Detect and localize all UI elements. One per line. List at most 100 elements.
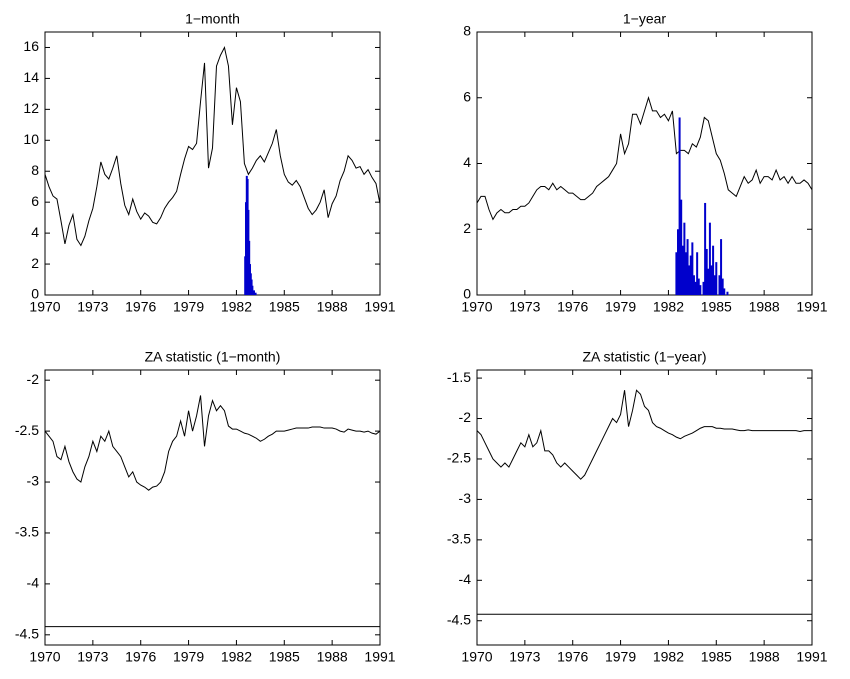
- y-tick-label: 0: [31, 286, 39, 302]
- bar: [686, 239, 689, 295]
- data-line: [44, 395, 381, 491]
- y-tick-label: 2: [463, 220, 471, 236]
- y-tick-label: -4.5: [447, 611, 471, 627]
- x-tick-label: 1973: [77, 299, 108, 315]
- y-tick-label: 8: [463, 23, 471, 39]
- x-tick-label: 1979: [173, 299, 204, 315]
- y-tick-label: -4.5: [15, 626, 39, 642]
- bar: [691, 242, 694, 295]
- x-tick-label: 1982: [221, 299, 252, 315]
- y-tick-label: -2: [27, 371, 40, 387]
- bar: [721, 278, 724, 295]
- y-tick-label: -2: [459, 409, 472, 425]
- subplot-title: ZA statistic (1−year): [582, 349, 706, 365]
- x-tick-label: 1970: [461, 649, 492, 665]
- bar: [726, 291, 729, 295]
- x-tick-label: 1976: [557, 299, 588, 315]
- bar: [697, 278, 700, 295]
- bar: [720, 239, 723, 295]
- x-tick-label: 1973: [509, 649, 540, 665]
- y-tick-label: -4: [459, 571, 472, 587]
- plot-area: [44, 31, 381, 296]
- bar: [683, 222, 686, 295]
- x-tick-label: 1973: [77, 649, 108, 665]
- y-tick-label: 2: [31, 255, 39, 271]
- bar: [704, 202, 707, 295]
- bar: [696, 252, 699, 295]
- y-tick-label: -3: [27, 473, 40, 489]
- bar: [694, 281, 697, 295]
- bar: [692, 275, 695, 295]
- bar: [705, 248, 708, 295]
- y-tick-label: 4: [463, 154, 471, 170]
- bar: [707, 268, 710, 295]
- x-tick-label: 1988: [317, 649, 348, 665]
- bar: [688, 265, 691, 295]
- y-tick-label: -3.5: [15, 524, 39, 540]
- x-tick-label: 1979: [605, 649, 636, 665]
- data-line: [476, 96, 813, 221]
- bar: [699, 285, 702, 295]
- x-tick-label: 1976: [557, 649, 588, 665]
- y-tick-label: -2.5: [15, 422, 39, 438]
- bar: [251, 285, 254, 295]
- x-tick-label: 1991: [796, 649, 827, 665]
- x-tick-label: 1973: [509, 299, 540, 315]
- y-tick-label: -3.5: [447, 531, 471, 547]
- data-line: [44, 45, 381, 247]
- bar: [702, 281, 705, 295]
- bar: [715, 262, 718, 295]
- y-tick-label: 6: [31, 193, 39, 209]
- y-tick-label: -4: [27, 575, 40, 591]
- bar: [689, 255, 692, 295]
- x-tick-label: 1991: [796, 299, 827, 315]
- x-tick-label: 1985: [701, 299, 732, 315]
- x-tick-label: 1982: [653, 299, 684, 315]
- x-tick-label: 1976: [125, 299, 156, 315]
- y-tick-label: 16: [23, 38, 39, 54]
- subplot: 1−month 0 2 4 6 8 10 12 14 16 1970 1973 1976 1979 1982…: [23, 11, 395, 315]
- x-tick-label: 1988: [749, 649, 780, 665]
- subplot: ZA statistic (1−year) -4.5 -4 -3.5 -3 -2.5 -2 -…: [447, 349, 828, 665]
- x-tick-label: 1982: [221, 649, 252, 665]
- subplot-title: 1−month: [185, 11, 240, 27]
- subplot: ZA statistic (1−month) -4.5 -4 -3.5 -3 -2.5 -2…: [15, 349, 396, 665]
- x-tick-label: 1970: [29, 649, 60, 665]
- y-tick-label: -3: [459, 490, 472, 506]
- bar: [675, 252, 678, 295]
- x-tick-label: 1985: [269, 299, 300, 315]
- subplot-title: ZA statistic (1−month): [145, 349, 281, 365]
- bar: [708, 222, 711, 295]
- x-tick-label: 1985: [269, 649, 300, 665]
- bar: [718, 275, 721, 295]
- y-tick-label: 0: [463, 286, 471, 302]
- x-tick-label: 1970: [29, 299, 60, 315]
- x-tick-label: 1979: [605, 299, 636, 315]
- y-tick-label: 8: [31, 162, 39, 178]
- x-tick-label: 1991: [364, 299, 395, 315]
- y-tick-label: 10: [23, 131, 39, 147]
- x-tick-label: 1991: [364, 649, 395, 665]
- y-tick-label: -2.5: [447, 450, 471, 466]
- y-tick-label: 12: [23, 100, 39, 116]
- x-tick-label: 1982: [653, 649, 684, 665]
- y-tick-label: 6: [463, 88, 471, 104]
- x-tick-label: 1970: [461, 299, 492, 315]
- plot-area: [476, 31, 813, 296]
- data-line: [476, 389, 812, 480]
- y-tick-label: 4: [31, 224, 39, 240]
- bar: [678, 117, 681, 295]
- x-tick-label: 1988: [749, 299, 780, 315]
- x-tick-label: 1976: [125, 649, 156, 665]
- bar: [254, 292, 257, 295]
- y-tick-label: -1.5: [447, 369, 471, 385]
- x-tick-label: 1979: [173, 649, 204, 665]
- bar: [710, 265, 713, 295]
- bar: [681, 245, 684, 295]
- x-tick-label: 1988: [317, 299, 348, 315]
- bar: [712, 245, 715, 295]
- subplot: 1−year 0 2 4 6 8 1970 1973 1976 1979 1982 1985 1988 1…: [461, 11, 827, 315]
- x-tick-label: 1985: [701, 649, 732, 665]
- bar: [713, 275, 716, 295]
